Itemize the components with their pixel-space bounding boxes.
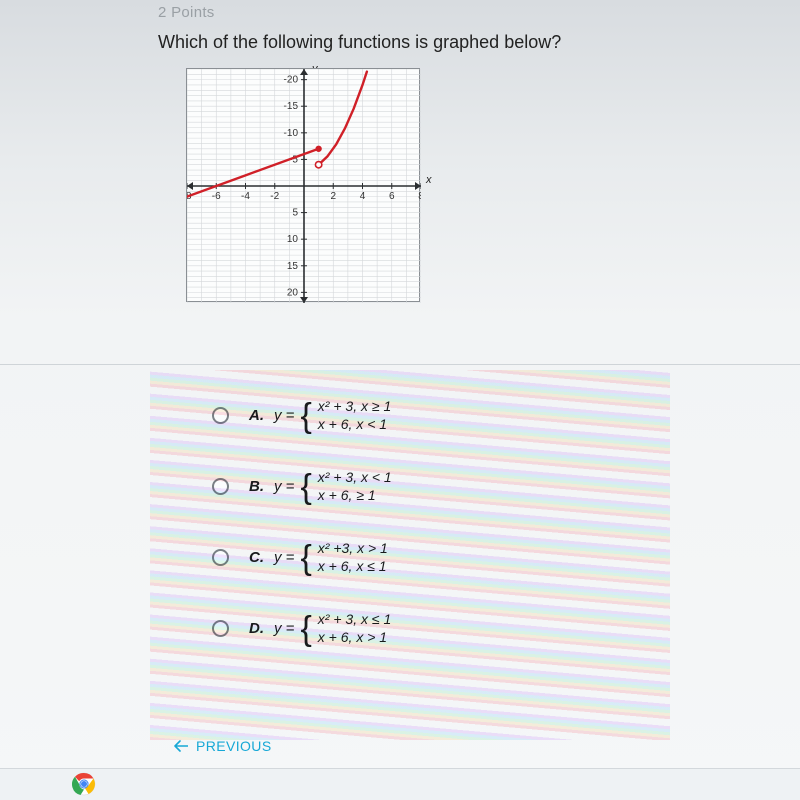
piece-2: x + 6, x < 1: [318, 416, 391, 434]
piece-1: x² + 3, x < 1: [318, 469, 392, 487]
piece-1: x² + 3, x ≤ 1: [318, 611, 391, 629]
piece-2: x + 6, x ≤ 1: [318, 558, 388, 576]
function-graph: -8-6-4-224682015105-5-10-15-20: [186, 68, 420, 302]
svg-text:6: 6: [389, 191, 395, 202]
svg-text:8: 8: [418, 191, 421, 202]
option-letter: D.: [249, 620, 264, 637]
piece-2: x + 6, ≥ 1: [318, 487, 392, 505]
option-d[interactable]: D. y = { x² + 3, x ≤ 1 x + 6, x > 1: [212, 611, 672, 646]
section-divider: [0, 364, 800, 365]
radio-d[interactable]: [212, 620, 229, 637]
chrome-icon[interactable]: [72, 772, 96, 796]
graph-canvas: -8-6-4-224682015105-5-10-15-20: [187, 69, 421, 303]
eq-prefix: y =: [274, 478, 294, 495]
previous-label: PREVIOUS: [196, 738, 272, 754]
option-letter: B.: [249, 478, 264, 495]
svg-text:-6: -6: [212, 191, 221, 202]
svg-text:20: 20: [287, 287, 299, 298]
option-letter: A.: [249, 407, 264, 424]
piece-1: x² +3, x > 1: [318, 540, 388, 558]
eq-prefix: y =: [274, 620, 294, 637]
piece-1: x² + 3, x ≥ 1: [318, 398, 391, 416]
svg-text:5: 5: [292, 208, 298, 219]
svg-text:-2: -2: [270, 191, 279, 202]
option-c[interactable]: C. y = { x² +3, x > 1 x + 6, x ≤ 1: [212, 540, 672, 575]
svg-text:-4: -4: [241, 191, 250, 202]
radio-a[interactable]: [212, 407, 229, 424]
svg-text:-15: -15: [284, 101, 299, 112]
svg-text:15: 15: [287, 261, 299, 272]
eq-prefix: y =: [274, 549, 294, 566]
eq-prefix: y =: [274, 407, 294, 424]
option-letter: C.: [249, 549, 264, 566]
radio-b[interactable]: [212, 478, 229, 495]
svg-text:2: 2: [330, 191, 336, 202]
svg-text:-20: -20: [284, 75, 299, 86]
option-a[interactable]: A. y = { x² + 3, x ≥ 1 x + 6, x < 1: [212, 398, 672, 433]
piece-2: x + 6, x > 1: [318, 629, 391, 647]
arrow-left-icon: [174, 740, 188, 752]
radio-c[interactable]: [212, 549, 229, 566]
svg-text:10: 10: [287, 234, 299, 245]
svg-text:-10: -10: [284, 128, 299, 139]
previous-button[interactable]: PREVIOUS: [174, 738, 272, 754]
points-label: 2 Points: [158, 4, 215, 21]
option-b[interactable]: B. y = { x² + 3, x < 1 x + 6, ≥ 1: [212, 469, 672, 504]
svg-text:4: 4: [360, 191, 366, 202]
taskbar: [0, 768, 800, 800]
answer-options: A. y = { x² + 3, x ≥ 1 x + 6, x < 1 B. y…: [212, 398, 672, 682]
x-axis-label: x: [426, 174, 432, 186]
question-text: Which of the following functions is grap…: [158, 32, 561, 53]
